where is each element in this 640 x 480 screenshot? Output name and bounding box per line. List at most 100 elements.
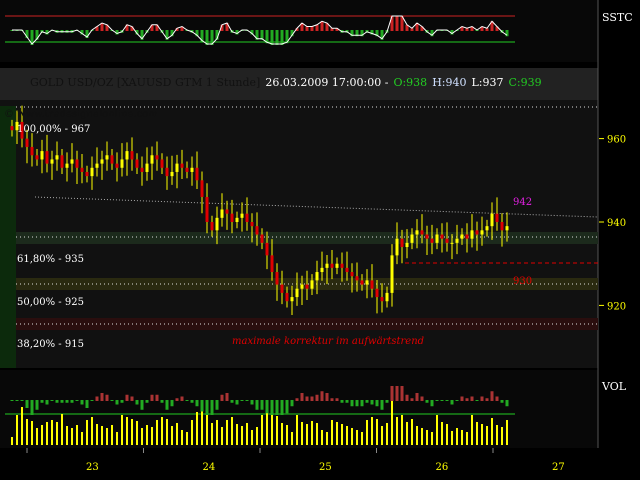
candle-body — [160, 159, 164, 168]
volume-bar — [446, 424, 448, 445]
candle-body — [295, 288, 299, 298]
volume-bar — [176, 423, 178, 445]
candle — [105, 141, 109, 171]
volume-bar — [261, 415, 263, 445]
volume-bar — [76, 425, 78, 445]
candle-body — [425, 234, 429, 239]
candle-body — [325, 263, 329, 268]
volume-bar — [26, 419, 28, 445]
candle — [315, 260, 319, 295]
candle — [305, 270, 309, 300]
candle-body — [385, 292, 389, 302]
vol-histogram-bar — [245, 400, 249, 401]
volume-bar — [211, 423, 213, 445]
fib-band-382 — [16, 318, 598, 330]
volume-bar — [16, 415, 18, 445]
sstc-bar — [420, 26, 424, 31]
candle-body — [35, 155, 39, 160]
volume-bar — [441, 422, 443, 445]
candle — [480, 216, 484, 246]
candle — [260, 228, 264, 250]
vol-histogram-bar — [235, 400, 239, 405]
candle — [475, 221, 479, 251]
trendline[interactable] — [34, 196, 599, 218]
sstc-bar — [490, 21, 494, 31]
volume-bar — [56, 422, 58, 445]
candle — [325, 254, 329, 285]
candle — [40, 139, 44, 174]
y-axis-ticks: 960 940 920 — [599, 135, 626, 312]
candle-body — [290, 297, 294, 302]
vol-histogram-bar — [410, 398, 414, 401]
candle-body — [265, 242, 269, 256]
volume-bar — [106, 428, 108, 445]
watermark: © www.tradesignalonline.com — [4, 109, 158, 120]
volume-panel — [0, 370, 598, 448]
vol-histogram-bar — [130, 396, 134, 401]
vol-histogram-bar — [85, 400, 89, 408]
candle-body — [210, 222, 214, 231]
vol-histogram-bar — [205, 400, 209, 415]
x-tick-label: 23 — [86, 462, 99, 473]
candle-body — [115, 163, 119, 168]
candle-body — [475, 230, 479, 235]
volume-bar — [311, 421, 313, 445]
candle-body — [110, 155, 114, 164]
volume-bar — [166, 419, 168, 445]
candle — [65, 152, 69, 182]
vol-histogram-bar — [40, 400, 44, 403]
candle-body — [340, 263, 344, 268]
vol-histogram-bar — [465, 398, 469, 401]
volume-bar — [131, 419, 133, 445]
vol-histogram-bar — [25, 400, 29, 408]
candle-body — [500, 222, 504, 231]
vol-histogram-bar — [290, 400, 294, 407]
candle — [380, 283, 384, 313]
candle-body — [95, 163, 99, 168]
candle-body — [480, 230, 484, 235]
vol-histogram-bar — [15, 400, 19, 401]
candle — [160, 153, 164, 175]
fib-label-382: 38,20% - 915 — [17, 339, 84, 350]
sstc-bar — [80, 30, 84, 35]
vol-histogram-bar — [140, 400, 144, 410]
volume-bar — [221, 427, 223, 445]
x-axis-ticks: 23 24 25 26 27 — [26, 448, 565, 473]
volume-bar — [96, 424, 98, 445]
volume-bar — [231, 417, 233, 445]
sstc-bar — [485, 28, 489, 31]
sstc-bar — [250, 30, 254, 35]
vol-histogram-bar — [125, 394, 129, 401]
candle — [195, 151, 199, 190]
vol-histogram-bar — [60, 400, 64, 403]
time-axis — [0, 448, 598, 480]
volume-bar — [191, 420, 193, 445]
volume-bar — [376, 419, 378, 445]
sstc-bar — [310, 26, 314, 31]
candle — [275, 263, 279, 301]
volume-bar — [126, 417, 128, 445]
vol-histogram-bar — [285, 400, 289, 414]
price-axis — [598, 0, 640, 480]
candle-body — [280, 284, 284, 293]
high-mark-label: 942 — [513, 197, 532, 208]
vol-histogram-bar — [345, 400, 349, 403]
sstc-bar — [35, 30, 39, 40]
volume-indicator — [5, 386, 515, 445]
vol-histogram-bar — [370, 400, 374, 405]
vol-histogram-bar — [460, 396, 464, 401]
vol-histogram-bar — [265, 400, 269, 414]
sstc-bar — [465, 28, 469, 31]
sstc-bar — [275, 30, 279, 45]
candle-body — [410, 234, 414, 243]
vol-histogram-bar — [110, 400, 114, 401]
candle — [30, 133, 34, 167]
candle-body — [390, 255, 394, 293]
candle-body — [170, 171, 174, 177]
volume-bar — [456, 428, 458, 445]
candle-body — [225, 209, 229, 214]
sstc-bar — [270, 30, 274, 45]
sstc-bar — [285, 30, 289, 44]
volume-bar — [421, 428, 423, 445]
